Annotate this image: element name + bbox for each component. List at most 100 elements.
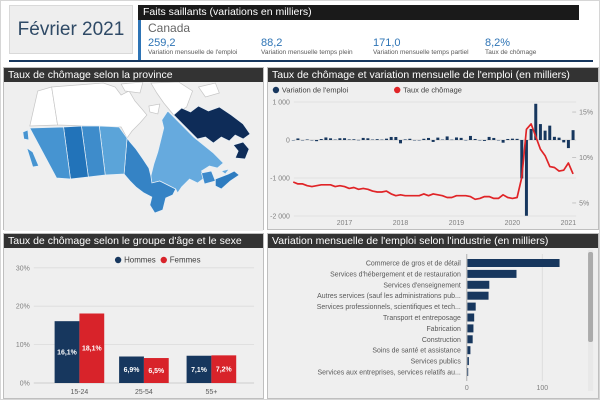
bar-value-label: 16,1% (57, 350, 77, 357)
employment-bar[interactable] (543, 130, 547, 140)
x-axis-tick: 15-24 (71, 389, 89, 396)
employment-bar[interactable] (548, 125, 552, 140)
employment-bar[interactable] (427, 137, 430, 140)
stat-part-time: 171,0 Variation mensuelle temps partiel (373, 37, 485, 57)
employment-bar[interactable] (515, 138, 519, 140)
province-ns[interactable] (215, 170, 240, 190)
employment-bar[interactable] (468, 135, 472, 140)
scrollbar-thumb[interactable] (588, 252, 594, 342)
employment-bar[interactable] (501, 140, 505, 143)
industry-label: Services professionnels, scientifiques e… (317, 304, 461, 311)
industry-bar[interactable] (467, 368, 469, 376)
province-nl[interactable] (173, 105, 251, 144)
panel-title: Taux de chômage et variation mensuelle d… (268, 68, 598, 82)
legend-label-rate: Taux de chômage (403, 85, 462, 94)
bar-femmes-25-54[interactable] (143, 358, 169, 383)
panel-rate-and-employment-change: Taux de chômage et variation mensuelle d… (267, 67, 599, 230)
x-axis-tick: 55+ (206, 389, 218, 396)
employment-bar[interactable] (352, 139, 356, 140)
industry-bar[interactable] (467, 324, 474, 333)
industry-bar[interactable] (467, 346, 471, 355)
employment-bar[interactable] (459, 137, 463, 140)
bar-hommes-25-54[interactable] (119, 356, 144, 383)
employment-bar[interactable] (338, 138, 342, 140)
employment-bar[interactable] (385, 138, 389, 140)
industry-bar[interactable] (467, 259, 560, 267)
industry-bar[interactable] (467, 269, 517, 278)
map-body (4, 82, 263, 231)
combo-body: 1 000 0 -1 000 -2 000 15% 10% 5% 2017 2018 2019 20… (268, 82, 598, 231)
employment-bar[interactable] (375, 139, 379, 140)
employment-bar[interactable] (562, 140, 566, 143)
province-nl[interactable] (232, 141, 250, 160)
bar-femmes-15-24[interactable] (79, 313, 105, 383)
employment-bar[interactable] (361, 137, 365, 140)
province-bc[interactable] (29, 126, 71, 180)
industry-label: Construction (422, 337, 461, 344)
industry-bar[interactable] (467, 291, 489, 300)
bar-femmes-55+[interactable] (211, 355, 237, 383)
highlights-stats: 259,2 Variation mensuelle de l'emploi 88… (148, 37, 579, 57)
employment-change-bars (291, 103, 575, 216)
province-bc[interactable] (26, 147, 40, 168)
employment-bar[interactable] (557, 137, 561, 140)
province-pe[interactable] (220, 168, 231, 175)
industry-bar[interactable] (467, 280, 490, 289)
employment-bar[interactable] (329, 138, 333, 140)
employment-bar[interactable] (343, 138, 347, 140)
employment-bar[interactable] (347, 139, 351, 140)
employment-bar[interactable] (487, 136, 491, 140)
employment-bar[interactable] (399, 140, 403, 144)
employment-bar[interactable] (445, 136, 449, 140)
employment-bar[interactable] (408, 138, 412, 140)
employment-bar[interactable] (315, 140, 319, 142)
employment-bar[interactable] (431, 140, 435, 142)
employment-bar[interactable] (566, 140, 570, 149)
employment-bar[interactable] (436, 137, 440, 140)
employment-bar[interactable] (422, 138, 426, 140)
employment-bar[interactable] (524, 140, 528, 216)
unemployment-rate-line[interactable] (292, 123, 574, 201)
employment-bar[interactable] (366, 138, 370, 140)
bar-hommes-15-24[interactable] (54, 321, 80, 383)
combo-bar-line-chart: 1 000 0 -1 000 -2 000 15% 10% 5% 2017 2018 2019 20… (270, 85, 593, 227)
employment-bar[interactable] (324, 137, 328, 140)
stat-full-time: 88,2 Variation mensuelle temps plein (261, 37, 373, 57)
employment-bar[interactable] (492, 137, 496, 140)
employment-bar[interactable] (319, 139, 323, 140)
industry-bar[interactable] (467, 357, 469, 366)
highlights-title: Faits saillants (variations en milliers) (138, 5, 579, 20)
employment-bar[interactable] (389, 136, 393, 140)
industry-bar[interactable] (467, 302, 476, 311)
age-sex-bar-chart: 0% 10% 20% 30% 16,1% 18,1% 15-24 6,9% 6,5% 25-54 7… (16, 255, 255, 396)
employment-bar[interactable] (506, 138, 510, 140)
employment-bar[interactable] (305, 139, 309, 140)
bar-hommes-55+[interactable] (186, 355, 212, 383)
industry-label: Services d'hébergement et de restauratio… (330, 271, 461, 278)
left-axis-tick: -2 000 (270, 213, 290, 220)
province-bc[interactable] (22, 129, 30, 141)
employment-bar[interactable] (529, 128, 533, 140)
industry-label: Services publics (411, 359, 462, 366)
employment-bar[interactable] (473, 138, 477, 140)
province-on[interactable] (123, 137, 177, 214)
employment-bar[interactable] (296, 138, 300, 140)
employment-bar[interactable] (520, 140, 524, 179)
territory-shape (51, 82, 148, 139)
industry-bar[interactable] (467, 313, 475, 322)
employment-bar[interactable] (403, 139, 407, 140)
employment-bar[interactable] (534, 103, 538, 140)
legend-label-employment: Variation de l'emploi (282, 85, 349, 94)
industry-body: Commerce de gros et de détail Services d'… (268, 248, 598, 399)
employment-bar[interactable] (394, 136, 398, 140)
employment-bar[interactable] (454, 137, 458, 140)
employment-bar[interactable] (571, 130, 575, 140)
left-axis-tick: 0 (286, 137, 290, 144)
panel-title: Taux de chômage selon la province (4, 68, 263, 82)
employment-bar[interactable] (510, 138, 514, 140)
employment-bar[interactable] (538, 124, 542, 140)
employment-bar[interactable] (482, 140, 486, 141)
province-qc[interactable] (150, 110, 224, 194)
employment-bar[interactable] (552, 136, 556, 140)
industry-bar[interactable] (467, 335, 473, 344)
